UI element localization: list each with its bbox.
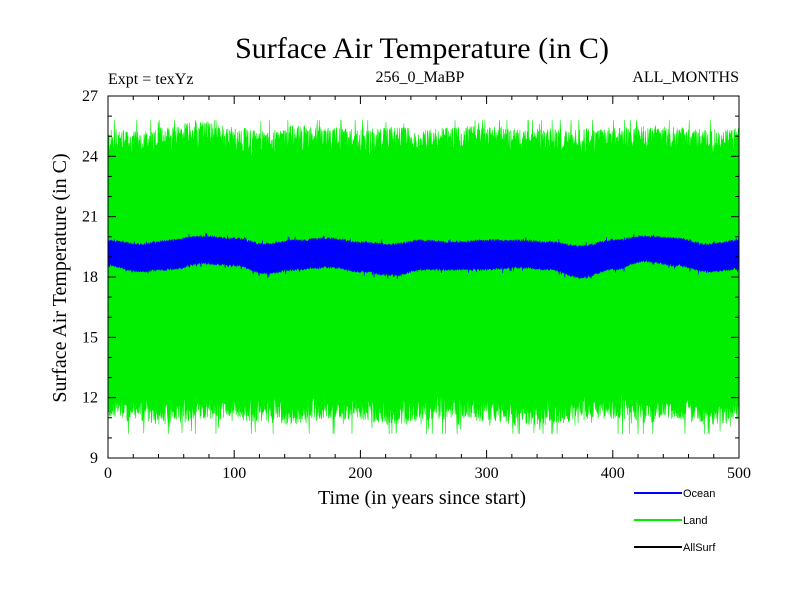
y-tick-label: 18 xyxy=(82,269,98,286)
y-tick-label: 24 xyxy=(82,148,98,165)
x-tick-label: 400 xyxy=(601,465,625,482)
legend: Ocean Land AllSurf xyxy=(634,488,716,554)
series-land xyxy=(107,119,740,434)
y-tick-label: 15 xyxy=(82,329,98,346)
x-axis-label: Time (in years since start) xyxy=(318,487,526,509)
x-tick-label: 300 xyxy=(475,465,499,482)
x-tick-label: 100 xyxy=(222,465,246,482)
experiment-label: Expt = texYz xyxy=(108,71,193,88)
y-tick-label: 9 xyxy=(90,450,98,467)
x-tick-label: 200 xyxy=(348,465,372,482)
plot-area xyxy=(107,119,740,434)
months-label: ALL_MONTHS xyxy=(632,69,739,86)
y-tick-label: 12 xyxy=(82,390,98,407)
legend-label-allsurf: AllSurf xyxy=(683,542,716,554)
x-tick-label: 500 xyxy=(727,465,751,482)
y-axis-label: Surface Air Temperature (in C) xyxy=(49,153,71,402)
legend-label-land: Land xyxy=(683,515,707,527)
y-tick-label: 27 xyxy=(82,88,98,105)
x-tick-label: 0 xyxy=(104,465,112,482)
y-tick-label: 21 xyxy=(82,209,98,226)
period-label: 256_0_MaBP xyxy=(376,69,465,86)
chart-title: Surface Air Temperature (in C) xyxy=(235,32,609,65)
legend-label-ocean: Ocean xyxy=(683,488,715,500)
axes: 0 100 200 300 400 500 9 12 15 18 21 24 27 xyxy=(82,88,751,482)
